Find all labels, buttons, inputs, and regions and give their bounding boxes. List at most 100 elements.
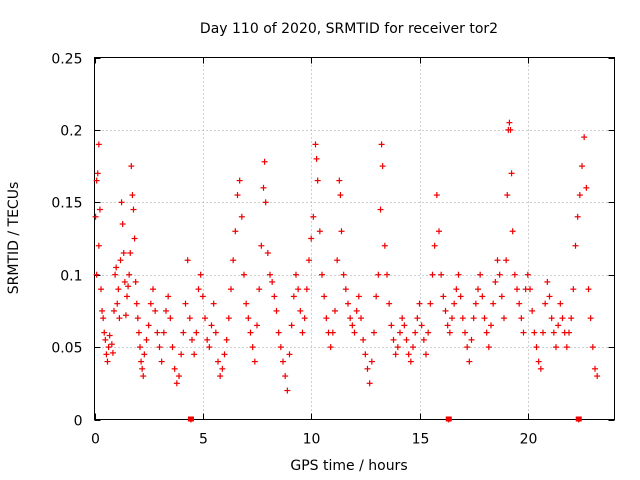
data-point	[438, 271, 445, 278]
data-point	[165, 293, 172, 300]
data-point	[269, 278, 276, 285]
data-point	[245, 315, 252, 322]
data-point	[566, 329, 572, 336]
data-point	[472, 300, 479, 307]
data-point	[455, 271, 462, 278]
data-point	[215, 358, 221, 365]
data-point	[481, 315, 488, 322]
data-point	[504, 192, 511, 199]
data-point	[251, 358, 258, 365]
data-point	[140, 373, 147, 380]
data-point	[440, 293, 447, 300]
data-point	[581, 134, 588, 141]
data-point	[173, 380, 180, 387]
data-point	[373, 293, 380, 300]
zero-marker	[445, 416, 452, 422]
data-point	[321, 293, 328, 300]
y-tick-label: 0.2	[60, 124, 82, 140]
data-point	[334, 257, 341, 264]
data-point	[444, 322, 451, 329]
data-point	[219, 365, 226, 372]
data-point	[275, 329, 282, 336]
data-point	[262, 199, 269, 206]
x-tick-label: 0	[91, 432, 100, 448]
data-point	[340, 271, 347, 278]
data-point	[105, 344, 112, 351]
data-point	[585, 286, 592, 293]
data-point	[116, 315, 123, 322]
data-point	[189, 336, 195, 343]
data-point	[130, 206, 137, 213]
data-point	[147, 300, 154, 307]
data-point	[516, 300, 523, 307]
data-point	[167, 315, 174, 322]
data-point	[351, 329, 358, 336]
data-point	[347, 315, 354, 322]
data-point	[358, 315, 364, 322]
data-point	[94, 170, 101, 177]
data-point	[524, 271, 531, 278]
data-point	[176, 373, 182, 380]
data-point	[453, 286, 460, 293]
data-point	[100, 315, 107, 322]
data-point	[462, 329, 468, 336]
data-point	[559, 315, 566, 322]
data-point	[416, 300, 423, 307]
data-point	[217, 373, 224, 380]
y-tick-label: 0.25	[51, 52, 82, 68]
data-point	[338, 228, 345, 235]
data-point	[563, 344, 570, 351]
data-point	[108, 341, 115, 348]
data-point	[401, 322, 408, 329]
data-point	[386, 300, 393, 307]
data-point	[186, 315, 193, 322]
data-point	[139, 365, 146, 372]
data-point	[119, 221, 126, 228]
data-point	[95, 141, 102, 148]
data-point	[238, 213, 245, 220]
data-point	[152, 307, 159, 314]
data-point	[319, 271, 325, 278]
data-point	[293, 271, 299, 278]
data-point	[143, 336, 150, 343]
data-point	[313, 155, 320, 162]
y-tick-label: 0	[74, 414, 83, 430]
data-point	[184, 257, 191, 264]
data-point	[112, 271, 119, 278]
data-point	[509, 228, 516, 235]
data-point	[101, 329, 108, 336]
data-point	[277, 344, 284, 351]
data-point	[178, 351, 185, 358]
data-point	[537, 365, 544, 372]
data-point	[355, 293, 362, 300]
data-point	[106, 332, 113, 339]
data-point	[529, 307, 536, 314]
data-point	[407, 358, 414, 365]
data-point	[163, 307, 169, 314]
data-point	[284, 387, 291, 394]
data-point	[103, 351, 110, 358]
data-point	[299, 329, 306, 336]
data-point	[120, 249, 127, 256]
data-point	[210, 300, 217, 307]
data-point	[544, 278, 551, 285]
data-point	[475, 286, 481, 293]
data-point	[267, 271, 273, 278]
data-point	[169, 344, 176, 351]
data-point	[592, 365, 598, 372]
data-point	[470, 315, 477, 322]
x-tick-label: 5	[199, 432, 208, 448]
data-point	[548, 315, 555, 322]
data-point	[394, 344, 401, 351]
data-point	[171, 365, 178, 372]
x-tick-label: 10	[303, 432, 321, 448]
data-point	[477, 271, 484, 278]
data-point	[553, 344, 559, 351]
data-point	[483, 329, 490, 336]
data-point	[414, 315, 421, 322]
data-point	[193, 329, 200, 336]
data-point	[442, 307, 449, 314]
data-point	[96, 206, 103, 213]
data-point	[371, 329, 377, 336]
data-point	[133, 300, 140, 307]
